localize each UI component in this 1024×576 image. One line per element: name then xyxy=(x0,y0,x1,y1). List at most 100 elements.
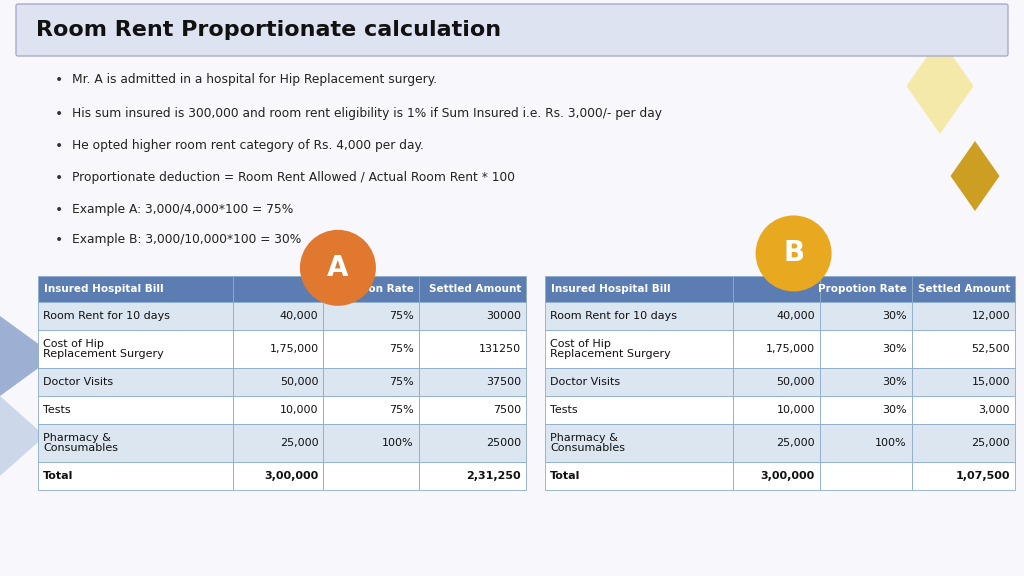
Text: Tests: Tests xyxy=(43,405,71,415)
Text: •: • xyxy=(55,139,63,153)
Text: 2,31,250: 2,31,250 xyxy=(466,471,521,481)
FancyBboxPatch shape xyxy=(233,462,324,490)
FancyBboxPatch shape xyxy=(545,302,733,330)
Polygon shape xyxy=(906,38,974,134)
Text: 10,000: 10,000 xyxy=(280,405,318,415)
Text: 3,00,000: 3,00,000 xyxy=(761,471,815,481)
Circle shape xyxy=(756,215,831,291)
FancyBboxPatch shape xyxy=(38,368,233,396)
Text: 10,000: 10,000 xyxy=(776,405,815,415)
Text: 25,000: 25,000 xyxy=(972,438,1010,448)
Text: 75%: 75% xyxy=(389,405,414,415)
FancyBboxPatch shape xyxy=(233,330,324,368)
Text: 30%: 30% xyxy=(882,377,906,387)
Text: Example B: 3,000/10,000*100 = 30%: Example B: 3,000/10,000*100 = 30% xyxy=(72,233,301,247)
FancyBboxPatch shape xyxy=(324,424,419,462)
Text: 1,07,500: 1,07,500 xyxy=(955,471,1010,481)
FancyBboxPatch shape xyxy=(38,424,233,462)
Text: 30%: 30% xyxy=(882,311,906,321)
Text: •: • xyxy=(55,203,63,217)
FancyBboxPatch shape xyxy=(911,302,1015,330)
FancyBboxPatch shape xyxy=(419,462,526,490)
FancyBboxPatch shape xyxy=(733,302,820,330)
FancyBboxPatch shape xyxy=(324,462,419,490)
Text: 100%: 100% xyxy=(874,438,906,448)
Text: Cost of Hip: Cost of Hip xyxy=(43,339,103,349)
FancyBboxPatch shape xyxy=(38,302,233,330)
FancyBboxPatch shape xyxy=(820,368,911,396)
Text: 40,000: 40,000 xyxy=(776,311,815,321)
Text: Propotion Rate: Propotion Rate xyxy=(325,284,414,294)
Text: Consumables: Consumables xyxy=(43,443,118,453)
Text: •: • xyxy=(55,171,63,185)
FancyBboxPatch shape xyxy=(820,424,911,462)
FancyBboxPatch shape xyxy=(545,424,733,462)
Text: Settled Amount: Settled Amount xyxy=(918,284,1010,294)
FancyBboxPatch shape xyxy=(38,276,233,302)
Text: •: • xyxy=(55,107,63,121)
FancyBboxPatch shape xyxy=(233,424,324,462)
Text: Proportionate deduction = Room Rent Allowed / Actual Room Rent * 100: Proportionate deduction = Room Rent Allo… xyxy=(72,172,515,184)
Text: 75%: 75% xyxy=(389,344,414,354)
FancyBboxPatch shape xyxy=(419,302,526,330)
Text: •: • xyxy=(55,73,63,87)
FancyBboxPatch shape xyxy=(733,424,820,462)
FancyBboxPatch shape xyxy=(324,276,419,302)
Text: 25,000: 25,000 xyxy=(776,438,815,448)
Text: Room Rent Proportionate calculation: Room Rent Proportionate calculation xyxy=(36,20,501,40)
FancyBboxPatch shape xyxy=(233,396,324,424)
Text: 75%: 75% xyxy=(389,377,414,387)
Text: His sum insured is 300,000 and room rent eligibility is 1% if Sum Insured i.e. R: His sum insured is 300,000 and room rent… xyxy=(72,108,662,120)
FancyBboxPatch shape xyxy=(911,396,1015,424)
Text: Cost of Hip: Cost of Hip xyxy=(550,339,611,349)
FancyBboxPatch shape xyxy=(820,396,911,424)
Text: 3,00,000: 3,00,000 xyxy=(264,471,318,481)
FancyBboxPatch shape xyxy=(733,330,820,368)
Text: Total: Total xyxy=(550,471,581,481)
FancyBboxPatch shape xyxy=(16,4,1008,56)
FancyBboxPatch shape xyxy=(233,368,324,396)
Text: 131250: 131250 xyxy=(479,344,521,354)
FancyBboxPatch shape xyxy=(324,396,419,424)
FancyBboxPatch shape xyxy=(911,330,1015,368)
Text: 15,000: 15,000 xyxy=(972,377,1010,387)
Text: 52,500: 52,500 xyxy=(972,344,1010,354)
FancyBboxPatch shape xyxy=(820,330,911,368)
FancyBboxPatch shape xyxy=(419,368,526,396)
FancyBboxPatch shape xyxy=(38,396,233,424)
Text: 12,000: 12,000 xyxy=(972,311,1010,321)
FancyBboxPatch shape xyxy=(419,330,526,368)
FancyBboxPatch shape xyxy=(911,424,1015,462)
FancyBboxPatch shape xyxy=(545,462,733,490)
Text: Doctor Visits: Doctor Visits xyxy=(550,377,621,387)
FancyBboxPatch shape xyxy=(733,396,820,424)
Polygon shape xyxy=(0,316,55,396)
Text: Replacement Surgery: Replacement Surgery xyxy=(43,349,164,359)
Text: Consumables: Consumables xyxy=(550,443,625,453)
Text: Propotion Rate: Propotion Rate xyxy=(818,284,906,294)
Text: Insured Hospital Bill: Insured Hospital Bill xyxy=(551,284,671,294)
FancyBboxPatch shape xyxy=(545,396,733,424)
Text: 3,000: 3,000 xyxy=(979,405,1010,415)
FancyBboxPatch shape xyxy=(233,276,324,302)
FancyBboxPatch shape xyxy=(820,462,911,490)
Text: B: B xyxy=(783,240,804,267)
Polygon shape xyxy=(0,396,45,476)
Text: A: A xyxy=(328,254,348,282)
Text: Pharmacy &: Pharmacy & xyxy=(550,433,617,443)
Text: 1,75,000: 1,75,000 xyxy=(766,344,815,354)
Text: 7500: 7500 xyxy=(493,405,521,415)
Text: •: • xyxy=(55,233,63,247)
Text: Example A: 3,000/4,000*100 = 75%: Example A: 3,000/4,000*100 = 75% xyxy=(72,203,293,217)
Text: He opted higher room rent category of Rs. 4,000 per day.: He opted higher room rent category of Rs… xyxy=(72,139,424,153)
Text: 100%: 100% xyxy=(382,438,414,448)
FancyBboxPatch shape xyxy=(38,462,233,490)
Polygon shape xyxy=(950,141,999,211)
FancyBboxPatch shape xyxy=(911,462,1015,490)
Text: Tests: Tests xyxy=(550,405,578,415)
Text: Settled Amount: Settled Amount xyxy=(429,284,521,294)
FancyBboxPatch shape xyxy=(419,276,526,302)
FancyBboxPatch shape xyxy=(324,368,419,396)
Text: 30000: 30000 xyxy=(486,311,521,321)
FancyBboxPatch shape xyxy=(233,302,324,330)
